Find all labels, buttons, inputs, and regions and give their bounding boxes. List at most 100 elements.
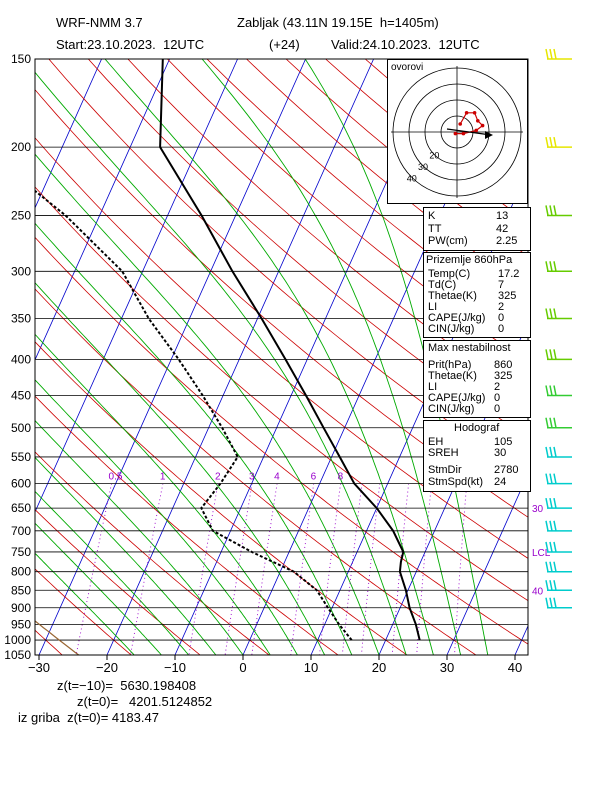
- hodograph-params-box: Hodograf EH 105 SREH 30 StmDir 2780 StmS…: [423, 420, 531, 492]
- wind-barb-flag: [553, 580, 557, 591]
- footer-line-1: z(t=−10)= 5630.198408: [57, 678, 197, 693]
- wind-barb-flag: [553, 308, 557, 319]
- hodograph-point: [480, 123, 485, 128]
- wind-barb-flag: [553, 561, 557, 572]
- wind-barb-flag: [545, 561, 549, 572]
- moist-adiabat: [35, 282, 326, 655]
- wind-barb-flag: [549, 349, 553, 360]
- wind-barb-flag: [545, 136, 549, 148]
- tt-label: TT: [428, 223, 442, 235]
- mixing-ratio-line: [75, 483, 113, 655]
- mixing-ratio-line: [416, 483, 432, 655]
- thetae-label: Thetae(K): [428, 290, 477, 302]
- wind-barb-flag: [549, 520, 553, 531]
- wind-barb-flag: [549, 385, 553, 396]
- wind-barb-flag: [549, 48, 553, 60]
- maxinst-cape-label: CAPE(J/kg): [428, 392, 486, 404]
- maxinst-cin-label: CIN(J/kg): [428, 403, 475, 415]
- wind-barb-flag: [553, 497, 557, 509]
- temperature-tick-label: 30: [440, 660, 454, 675]
- maxinst-thetae-label: Thetae(K): [428, 370, 477, 382]
- sreh-label: SREH: [428, 447, 459, 459]
- wind-barb-flag: [545, 205, 549, 216]
- stmdir-value: 2780: [494, 464, 519, 476]
- moist-adiabat: [35, 379, 271, 655]
- wind-level-label: 30: [532, 504, 544, 515]
- mixing-ratio-line: [130, 483, 164, 655]
- mixing-ratio-line: [251, 483, 278, 655]
- isotherm: [583, 59, 600, 655]
- mixing-ratio-line: [391, 483, 410, 655]
- wind-barb-flag: [549, 497, 553, 509]
- thetae-value: 325: [498, 290, 517, 302]
- wind-barb-flag: [545, 497, 549, 509]
- sounding-profiles: [35, 59, 421, 655]
- cin-label: CIN(J/kg): [428, 323, 475, 335]
- hodograph-ring-label: 30: [418, 162, 428, 172]
- moist-adiabat: [35, 490, 189, 655]
- wind-barb-flag: [549, 473, 553, 484]
- temperature-tick-label: −10: [164, 660, 186, 675]
- moist-adiabat: [35, 552, 135, 655]
- temperature-profile: [159, 59, 421, 641]
- hodograph-title: ovorovi: [391, 62, 423, 73]
- pressure-tick-label: 700: [11, 524, 31, 538]
- mixing-ratio-line: [341, 483, 363, 655]
- maxinst-li-value: 2: [494, 381, 501, 393]
- stmspd-value: 24: [494, 476, 507, 488]
- moist-adiabat: [35, 522, 162, 655]
- temp-value: 17.2: [498, 268, 520, 280]
- wind-barb-flag: [553, 205, 557, 216]
- wind-barb-flag: [545, 597, 549, 608]
- mixing-ratio-label: 4: [274, 472, 280, 483]
- wind-barb-flag: [545, 261, 549, 272]
- eh-value: 105: [494, 436, 513, 448]
- wind-barb-flag: [545, 48, 549, 60]
- footer-line-2: z(t=0)= 4201.5124852: [77, 694, 213, 709]
- wind-barb-flag: [545, 349, 549, 360]
- maxinst-li-label: LI: [428, 381, 438, 393]
- pw-value: 2.25: [496, 235, 518, 247]
- wind-barb-flag: [545, 417, 549, 428]
- hodograph-point: [472, 111, 477, 115]
- pressure-tick-label: 550: [11, 450, 31, 464]
- pressure-tick-label: 800: [11, 565, 31, 579]
- pressure-tick-label: 1050: [4, 648, 31, 662]
- mixing-ratio-line: [360, 483, 381, 655]
- prit-value: 860: [494, 359, 513, 371]
- wind-barbs: 30 LCL 40: [532, 48, 572, 609]
- wind-barb-flag: [545, 308, 549, 319]
- isotherm: [446, 472, 528, 655]
- start-time: Start:23.10.2023. 12UTC: [56, 37, 205, 52]
- wind-barb-flag: [549, 308, 553, 319]
- maxinst-thetae-value: 325: [494, 370, 513, 382]
- pressure-tick-label: 900: [11, 601, 31, 615]
- mixing-ratio-labels: 0.5 1 2 3 4 6 8: [109, 472, 344, 483]
- mixing-ratio-label: 3: [249, 472, 255, 483]
- wind-barb-flag: [549, 417, 553, 428]
- wind-barb-flag: [549, 136, 553, 148]
- pressure-tick-label: 450: [11, 388, 31, 402]
- pressure-tick-label: 250: [11, 208, 31, 222]
- dewpoint-profile: [35, 189, 353, 641]
- sreh-value: 30: [494, 447, 507, 459]
- pressure-tick-label: 600: [11, 477, 31, 491]
- mixing-ratio-label: 8: [338, 472, 344, 483]
- storm-motion-arrowhead: [485, 131, 493, 139]
- td-label: Td(C): [428, 279, 457, 291]
- prit-label: Prit(hPa): [428, 359, 472, 371]
- temperature-tick-label: 0: [239, 660, 246, 675]
- wind-barb-flag: [549, 580, 553, 591]
- storm-motion-vector: [446, 128, 492, 136]
- tt-value: 42: [496, 223, 509, 235]
- wind-level-label: LCL: [532, 548, 551, 559]
- wind-barb-flag: [549, 261, 553, 272]
- hodograph-trace: [446, 111, 493, 139]
- mixing-ratio-line: [224, 483, 253, 655]
- hodograph-ring: [424, 99, 490, 165]
- surface-box: Prizemlje 860hPa Temp(C) 17.2 Td(C) 7 Th…: [423, 252, 531, 338]
- pressure-tick-label: 150: [11, 52, 31, 66]
- location-title: Zabljak (43.11N 19.15E h=1405m): [237, 15, 439, 30]
- isotherm: [35, 59, 170, 361]
